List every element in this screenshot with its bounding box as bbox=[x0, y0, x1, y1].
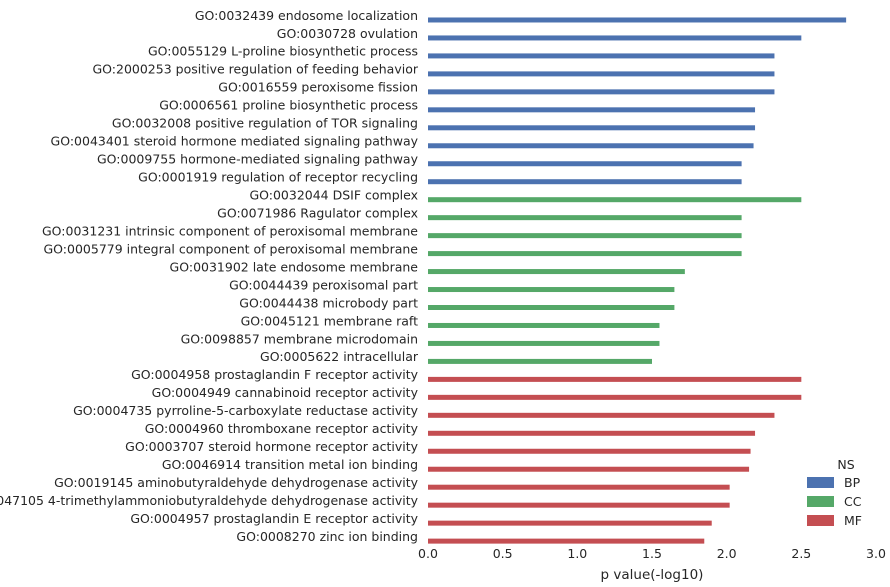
category-label: GO:0031902 late endosome membrane bbox=[170, 259, 419, 274]
category-label: GO:0008270 zinc ion binding bbox=[236, 529, 418, 544]
x-tick-label: 0.0 bbox=[418, 546, 438, 561]
bar-cc bbox=[428, 287, 675, 293]
legend-swatch-mf bbox=[807, 515, 834, 526]
bar-mf bbox=[428, 502, 730, 508]
category-label: GO:0032008 positive regulation of TOR si… bbox=[112, 116, 418, 131]
category-label: GO:0043401 steroid hormone mediated sign… bbox=[51, 134, 419, 149]
x-tick-label: 2.0 bbox=[717, 546, 737, 561]
legend: NS BP CC MF bbox=[807, 457, 862, 528]
bar-bp bbox=[428, 125, 756, 131]
x-tick-label: 2.5 bbox=[791, 546, 811, 561]
bar-mf bbox=[428, 520, 712, 526]
category-label: GO:0004957 prostaglandin E receptor acti… bbox=[130, 511, 418, 526]
bar-cc bbox=[428, 358, 652, 364]
x-axis-label: p value(-log10) bbox=[601, 567, 704, 583]
category-label: GO:0004958 prostaglandin F receptor acti… bbox=[131, 367, 419, 382]
bar-cc bbox=[428, 215, 742, 221]
category-label: GO:0045121 membrane raft bbox=[241, 313, 419, 328]
category-label: GO:0006561 proline biosynthetic process bbox=[159, 98, 418, 113]
category-label: GO:2000253 positive regulation of feedin… bbox=[92, 62, 418, 77]
category-label: GO:0044439 peroxisomal part bbox=[229, 277, 418, 292]
bar-cc bbox=[428, 322, 660, 328]
bars-group bbox=[428, 17, 847, 544]
bar-bp bbox=[428, 17, 847, 23]
legend-label-cc: CC bbox=[844, 494, 862, 509]
category-label: GO:0032044 DSIF complex bbox=[249, 187, 418, 202]
bar-bp bbox=[428, 89, 775, 95]
bar-mf bbox=[428, 394, 802, 400]
bar-bp bbox=[428, 161, 742, 167]
bar-mf bbox=[428, 466, 750, 472]
bar-mf bbox=[428, 376, 802, 382]
category-label: GO:0016559 peroxisome fission bbox=[218, 80, 418, 95]
category-label: GO:0009755 hormone-mediated signaling pa… bbox=[97, 152, 419, 167]
bar-bp bbox=[428, 107, 756, 113]
x-tick-label: 1.5 bbox=[642, 546, 662, 561]
bar-cc bbox=[428, 340, 660, 346]
x-axis-ticks: 0.0 0.5 1.0 1.5 2.0 2.5 3.0 bbox=[418, 546, 886, 561]
bar-cc bbox=[428, 269, 685, 275]
bar-mf bbox=[428, 484, 730, 490]
category-label: GO:0003707 steroid hormone receptor acti… bbox=[125, 439, 418, 454]
category-labels: GO:0032439 endosome localization GO:00307… bbox=[0, 8, 419, 544]
category-label: GO:0055129 L-proline biosynthetic proces… bbox=[148, 44, 418, 59]
bar-bp bbox=[428, 179, 742, 185]
category-label: GO:0031231 intrinsic component of peroxi… bbox=[42, 223, 418, 238]
category-label: GO:0044438 microbody part bbox=[239, 295, 418, 310]
category-label: GO:0030728 ovulation bbox=[277, 26, 418, 41]
bar-mf bbox=[428, 430, 756, 436]
category-label: GO:0001919 regulation of receptor recycl… bbox=[138, 170, 418, 185]
legend-label-mf: MF bbox=[844, 513, 862, 528]
bar-cc bbox=[428, 305, 675, 310]
category-label: GO:0046914 transition metal ion binding bbox=[162, 457, 418, 472]
category-label: GO:0098857 membrane microdomain bbox=[181, 331, 418, 346]
bar-bp bbox=[428, 53, 775, 59]
category-label: GO:0047105 4-trimethylammoniobutyraldehy… bbox=[0, 493, 419, 508]
x-tick-label: 1.0 bbox=[567, 546, 587, 561]
x-tick-label: 3.0 bbox=[866, 546, 886, 561]
bar-bp bbox=[428, 71, 775, 77]
x-tick-label: 0.5 bbox=[493, 546, 513, 561]
bar-bp bbox=[428, 143, 754, 149]
category-label: GO:0005779 integral component of peroxis… bbox=[44, 241, 419, 256]
category-label: GO:0019145 aminobutyraldehyde dehydrogen… bbox=[54, 475, 418, 490]
category-label: GO:0004735 pyrroline-5-carboxylate reduc… bbox=[73, 403, 419, 418]
category-label: GO:0005622 intracellular bbox=[260, 349, 419, 364]
legend-title: NS bbox=[837, 457, 854, 472]
legend-label-bp: BP bbox=[844, 475, 861, 490]
bar-cc bbox=[428, 251, 742, 257]
category-label: GO:0032439 endosome localization bbox=[195, 8, 418, 23]
bar-mf bbox=[428, 412, 775, 418]
bar-cc bbox=[428, 197, 802, 203]
category-label: GO:0004960 thromboxane receptor activity bbox=[145, 421, 419, 436]
bar-cc bbox=[428, 233, 742, 239]
bar-mf bbox=[428, 538, 705, 544]
category-label: GO:0071986 Ragulator complex bbox=[217, 205, 418, 220]
bar-bp bbox=[428, 35, 802, 41]
legend-swatch-bp bbox=[807, 477, 834, 488]
bar-mf bbox=[428, 448, 751, 454]
category-label: GO:0004949 cannabinoid receptor activity bbox=[152, 385, 419, 400]
legend-swatch-cc bbox=[807, 496, 834, 507]
